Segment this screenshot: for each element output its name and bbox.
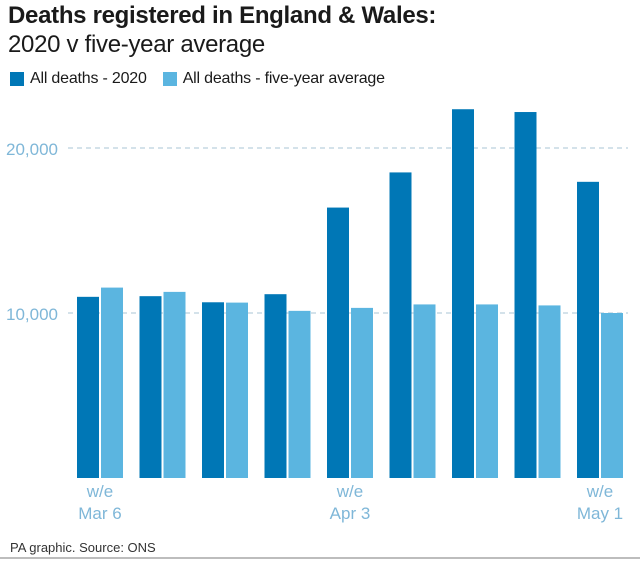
- chart-subtitle: 2020 v five-year average: [8, 31, 265, 58]
- bar-2020-mar-13: [139, 296, 162, 478]
- chart-title: Deaths registered in England & Wales:: [8, 2, 437, 29]
- bar-five-year-average-apr-24: [538, 305, 561, 478]
- bar-chart: 10,000 20,000 w/e Mar 6 w/e Apr 3 w/e May 1: [6, 109, 628, 523]
- bar-2020-mar-6: [77, 296, 99, 478]
- bar-five-year-average-apr-10: [413, 304, 436, 478]
- bottom-rule: [0, 557, 640, 559]
- bar-2020-mar-20: [202, 302, 224, 478]
- x-tick-label-we-may-1: w/e: [586, 482, 613, 501]
- bar-2020-apr-24: [514, 112, 537, 478]
- legend-label-five-year-average: All deaths - five-year average: [182, 70, 385, 87]
- legend-label-2020: All deaths - 2020: [30, 70, 147, 87]
- x-tick-label-we-apr-3: w/e: [336, 482, 363, 501]
- bar-2020-apr-17: [452, 109, 474, 478]
- y-tick-label-20000: 20,000: [6, 140, 58, 159]
- x-tick-label-mar-6: Mar 6: [78, 504, 121, 523]
- bar-five-year-average-mar-20: [226, 302, 248, 478]
- bar-five-year-average-mar-6: [101, 287, 123, 478]
- legend-swatch-five-year-average: [162, 72, 177, 86]
- legend-item-five-year-average: All deaths - five-year average: [162, 70, 385, 88]
- bar-five-year-average-apr-3: [351, 307, 373, 478]
- bar-five-year-average-mar-27: [288, 310, 311, 478]
- x-tick-label-we-mar-6: w/e: [86, 482, 113, 501]
- chart-legend: All deaths - 2020 All deaths - five-year…: [10, 70, 401, 88]
- bar-2020-may-1: [577, 181, 599, 478]
- y-tick-label-10000: 10,000: [6, 305, 58, 324]
- legend-item-2020: All deaths - 2020: [10, 70, 147, 88]
- x-tick-label-may-1: May 1: [577, 504, 623, 523]
- bar-2020-apr-10: [389, 172, 412, 479]
- legend-swatch-2020: [10, 72, 24, 86]
- bar-five-year-average-apr-17: [476, 304, 498, 478]
- bar-2020-mar-27: [264, 294, 287, 478]
- bar-five-year-average-may-1: [601, 313, 623, 478]
- bar-five-year-average-mar-13: [163, 291, 186, 478]
- source-note: PA graphic. Source: ONS: [10, 540, 156, 555]
- bar-2020-apr-3: [327, 207, 349, 478]
- x-tick-label-apr-3: Apr 3: [330, 504, 371, 523]
